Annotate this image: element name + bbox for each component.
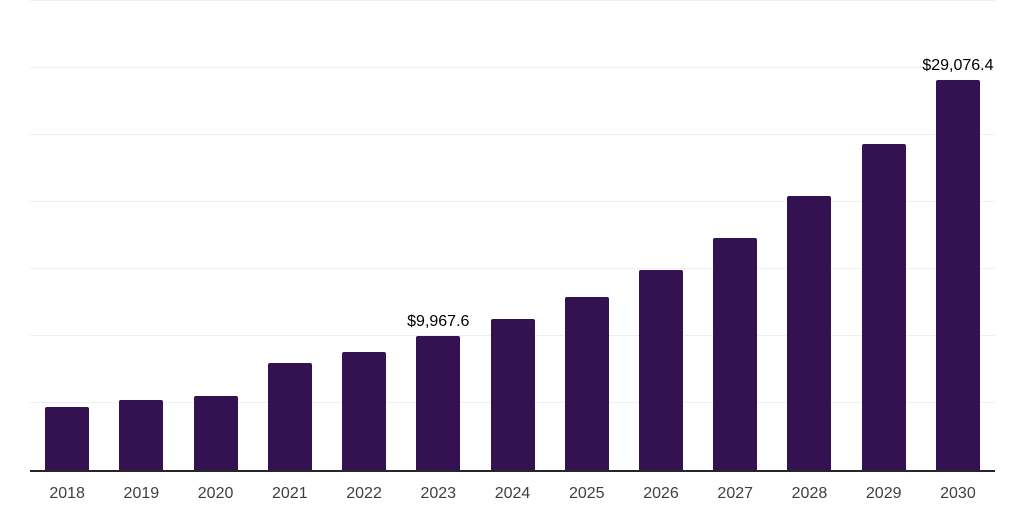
- bar-2023[interactable]: [416, 336, 461, 470]
- x-tick-2029: 2029: [865, 485, 902, 502]
- bar-slot-2029: [847, 0, 921, 470]
- bar-slot-2028: [772, 0, 846, 470]
- bar-slot-2030: $29,076.4: [921, 0, 995, 470]
- bar-slot-2027: [698, 0, 772, 470]
- gridline: [30, 134, 995, 135]
- bar-slot-2021: [253, 0, 327, 470]
- gridline: [30, 201, 995, 202]
- bar-2021[interactable]: [267, 362, 312, 470]
- bar-2019[interactable]: [119, 400, 164, 470]
- bars-container: $9,967.6 $29,076.4: [30, 0, 995, 470]
- x-tick-2027: 2027: [717, 485, 754, 502]
- gridline: [30, 0, 995, 1]
- x-tick-2020: 2020: [197, 485, 234, 502]
- bar-slot-2023: $9,967.6: [401, 0, 475, 470]
- plot-area: $9,967.6 $29,076.4: [30, 0, 995, 472]
- x-tick-2028: 2028: [791, 485, 828, 502]
- bar-2020[interactable]: [193, 395, 238, 470]
- x-tick-2025: 2025: [568, 485, 605, 502]
- bar-slot-2019: [104, 0, 178, 470]
- x-axis-tick-labels: 2018 2019 2020 2021 2022 2023 2024 2025 2026 2027…: [30, 472, 995, 503]
- bar-2018[interactable]: [45, 407, 90, 470]
- x-tick-2026: 2026: [643, 485, 679, 502]
- bar-2029[interactable]: [861, 144, 906, 470]
- bar-slot-2026: [624, 0, 698, 470]
- x-tick-2023: 2023: [420, 485, 457, 502]
- bar-2025[interactable]: [564, 297, 609, 470]
- value-label-2023: $9,967.6: [407, 313, 470, 331]
- value-label-2030: $29,076.4: [922, 57, 994, 75]
- gridline: [30, 67, 995, 68]
- bar-2028[interactable]: [787, 196, 832, 470]
- x-tick-2024: 2024: [494, 485, 531, 502]
- bar-2026[interactable]: [638, 269, 683, 470]
- x-tick-2018: 2018: [49, 485, 85, 502]
- bar-slot-2022: [327, 0, 401, 470]
- bar-slot-2018: [30, 0, 104, 470]
- bar-slot-2020: [178, 0, 252, 470]
- x-tick-2021: 2021: [272, 485, 308, 502]
- bar-2024[interactable]: [490, 319, 535, 470]
- bar-2022[interactable]: [342, 351, 387, 470]
- gridline: [30, 268, 995, 269]
- x-tick-2019: 2019: [123, 485, 160, 502]
- x-tick-2030: 2030: [940, 485, 976, 502]
- bar-2027[interactable]: [713, 237, 758, 470]
- x-tick-2022: 2022: [346, 485, 382, 502]
- bar-slot-2025: [550, 0, 624, 470]
- bar-2030[interactable]: [935, 80, 980, 470]
- bar-slot-2024: [475, 0, 549, 470]
